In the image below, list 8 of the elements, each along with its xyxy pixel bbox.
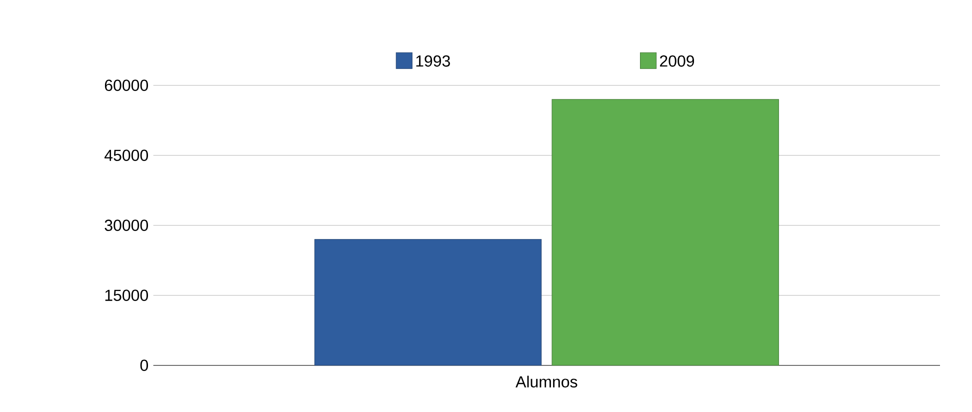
y-tick-label: 30000	[104, 220, 148, 231]
y-tick-label: 45000	[104, 150, 148, 161]
y-tick-label: 15000	[105, 290, 148, 301]
legend-label: 1993	[416, 55, 450, 67]
x-tick-label: Alumnos	[516, 376, 578, 388]
y-tick-label: 0	[140, 360, 148, 371]
y-tick-label: 60000	[104, 80, 148, 91]
legend-label: 2009	[660, 55, 694, 67]
